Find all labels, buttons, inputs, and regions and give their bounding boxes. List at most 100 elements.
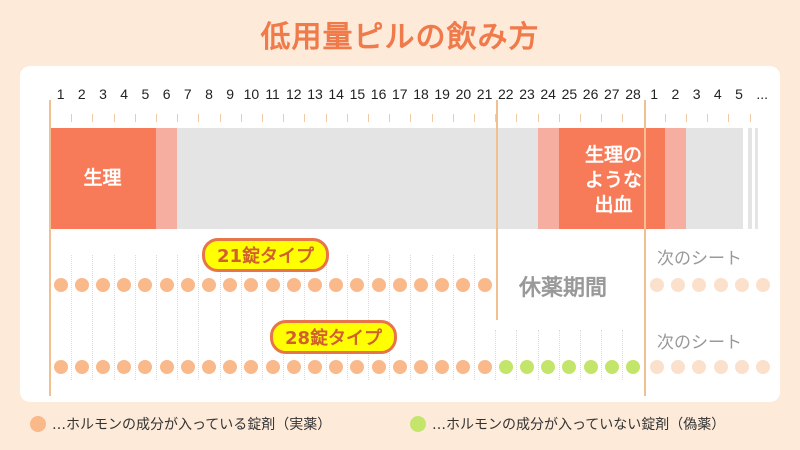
type-28-badge: 28錠タイプ	[270, 320, 398, 354]
day-number: 5	[735, 86, 743, 102]
day-tick	[92, 114, 94, 122]
day-divider	[177, 255, 179, 380]
day-tick	[262, 114, 263, 122]
day-tick	[368, 114, 369, 122]
day-divider	[580, 330, 581, 380]
no-bleeding-band	[177, 128, 538, 229]
day-divider	[410, 255, 412, 380]
active-pill	[371, 360, 386, 374]
day-number: 28	[625, 86, 641, 102]
light-bleed-band	[664, 128, 686, 229]
day-divider	[601, 330, 603, 380]
next-sheet-pill	[692, 360, 707, 374]
day-number: 1	[650, 86, 659, 102]
active-pill	[392, 360, 407, 374]
active-pill	[244, 360, 259, 374]
active-pill-swatch	[30, 416, 46, 432]
day-number: 18	[413, 86, 429, 102]
day-divider	[283, 255, 285, 380]
active-pill	[53, 278, 68, 292]
active-pill	[265, 360, 280, 374]
calendar-card	[20, 66, 780, 402]
placebo-pill	[583, 360, 598, 374]
day-divider	[134, 255, 136, 380]
day-tick	[134, 114, 136, 122]
day-divider	[495, 330, 497, 380]
active-pill	[180, 278, 195, 292]
day-number: 22	[498, 86, 514, 102]
day-number: 9	[226, 86, 235, 102]
active-pill	[74, 360, 89, 374]
day-tick	[389, 114, 391, 122]
active-pill	[202, 278, 216, 292]
day-divider	[537, 330, 539, 380]
next-sheet-pill	[756, 360, 770, 374]
active-pill	[96, 278, 110, 292]
day-tick	[431, 114, 433, 122]
legend-placebo-text: …ホルモンの成分が入っていない錠剤（偽薬）	[432, 417, 726, 433]
day-divider	[219, 255, 221, 380]
day-number: 7	[183, 86, 192, 102]
type-21-badge: 21錠タイプ	[202, 238, 330, 272]
withdrawal-bleed-band	[558, 128, 665, 229]
day-divider	[92, 255, 94, 380]
next-sheet-pill	[734, 278, 749, 292]
no-bleeding-band	[755, 128, 758, 229]
day-tick	[749, 114, 751, 122]
next-sheet-line	[644, 100, 646, 396]
active-pill	[202, 360, 216, 374]
day-divider	[346, 255, 348, 380]
day-number: 27	[604, 86, 620, 102]
period-label: 生理	[83, 167, 122, 189]
placebo-pill	[604, 360, 619, 374]
active-pill	[308, 360, 322, 374]
day-number: 11	[265, 86, 280, 102]
active-pill	[350, 360, 365, 374]
active-pill	[117, 278, 132, 292]
day-number: 24	[540, 86, 556, 102]
day-tick	[601, 114, 603, 122]
day-tick	[410, 114, 412, 122]
day-tick	[113, 114, 115, 122]
day-divider	[240, 255, 242, 380]
placebo-pill	[626, 360, 640, 374]
day-number: 10	[243, 86, 260, 102]
next-sheet-pill	[650, 278, 664, 292]
day-number: 4	[713, 86, 722, 102]
day-number: 6	[162, 86, 171, 102]
active-pill	[329, 278, 344, 292]
day-number: 4	[120, 86, 129, 102]
break-start-line	[496, 100, 498, 320]
day-divider	[474, 255, 475, 380]
no-bleeding-band	[686, 128, 744, 229]
legend-active-text: …ホルモンの成分が入っている錠剤（実薬）	[52, 417, 332, 433]
day-number: 3	[692, 86, 701, 102]
day-tick	[474, 114, 475, 122]
day-tick	[325, 114, 327, 122]
day-tick	[686, 114, 687, 122]
light-period-band	[156, 128, 178, 229]
active-pill	[74, 278, 89, 292]
day-divider	[325, 255, 327, 380]
next-sheet-pill	[756, 278, 770, 292]
day-tick	[177, 114, 179, 122]
active-pill	[265, 278, 280, 292]
day-tick	[580, 114, 581, 122]
day-tick	[558, 114, 560, 122]
active-pill	[414, 360, 428, 374]
day-number: 8	[205, 86, 213, 102]
day-divider	[431, 255, 433, 380]
placebo-pill	[498, 360, 513, 374]
active-pill	[286, 278, 301, 292]
day-number: 17	[392, 86, 408, 102]
active-pill	[138, 278, 153, 292]
active-pill	[159, 278, 174, 292]
day-tick	[728, 114, 730, 122]
day-divider	[198, 255, 200, 380]
day-number: 5	[141, 86, 150, 102]
next-sheet-pill	[650, 360, 664, 374]
day-divider	[452, 255, 454, 380]
next-sheet-label-28: 次のシート	[657, 333, 742, 353]
day-divider	[113, 255, 115, 380]
day-divider	[262, 255, 263, 380]
